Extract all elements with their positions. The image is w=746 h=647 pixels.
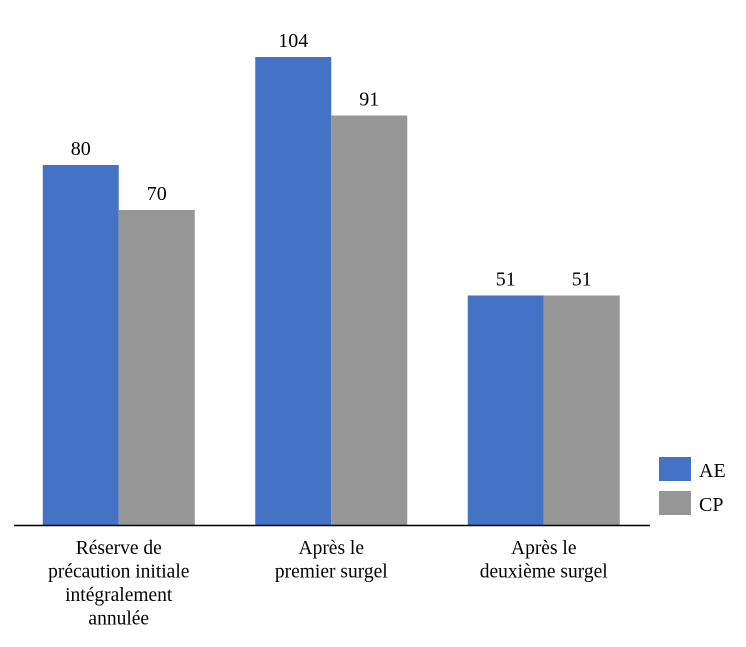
bar-cp-2 (543, 295, 620, 525)
legend-label-ae: AE (699, 460, 726, 482)
legend-swatch-cp (659, 491, 691, 515)
bar-ae-2 (467, 295, 544, 525)
data-label-ae-0: 80 (71, 138, 91, 160)
bar-ae-0 (42, 165, 119, 525)
data-label-cp-2: 51 (572, 269, 592, 291)
data-label-ae-1: 104 (278, 30, 308, 52)
category-label-0: Réserve de précaution initiale intégraleme… (48, 538, 189, 630)
bar-cp-0 (118, 210, 195, 525)
bar-ae-1 (255, 57, 332, 525)
data-label-cp-0: 70 (147, 183, 167, 205)
legend-label-cp: CP (699, 494, 723, 516)
legend-swatch-ae (659, 457, 691, 481)
bar-cp-1 (331, 115, 408, 525)
category-label-2: Après le deuxième surgel (480, 538, 609, 583)
category-label-1: Après le premier surgel (275, 538, 388, 583)
data-label-cp-1: 91 (359, 89, 379, 111)
data-label-ae-2: 51 (496, 269, 516, 291)
